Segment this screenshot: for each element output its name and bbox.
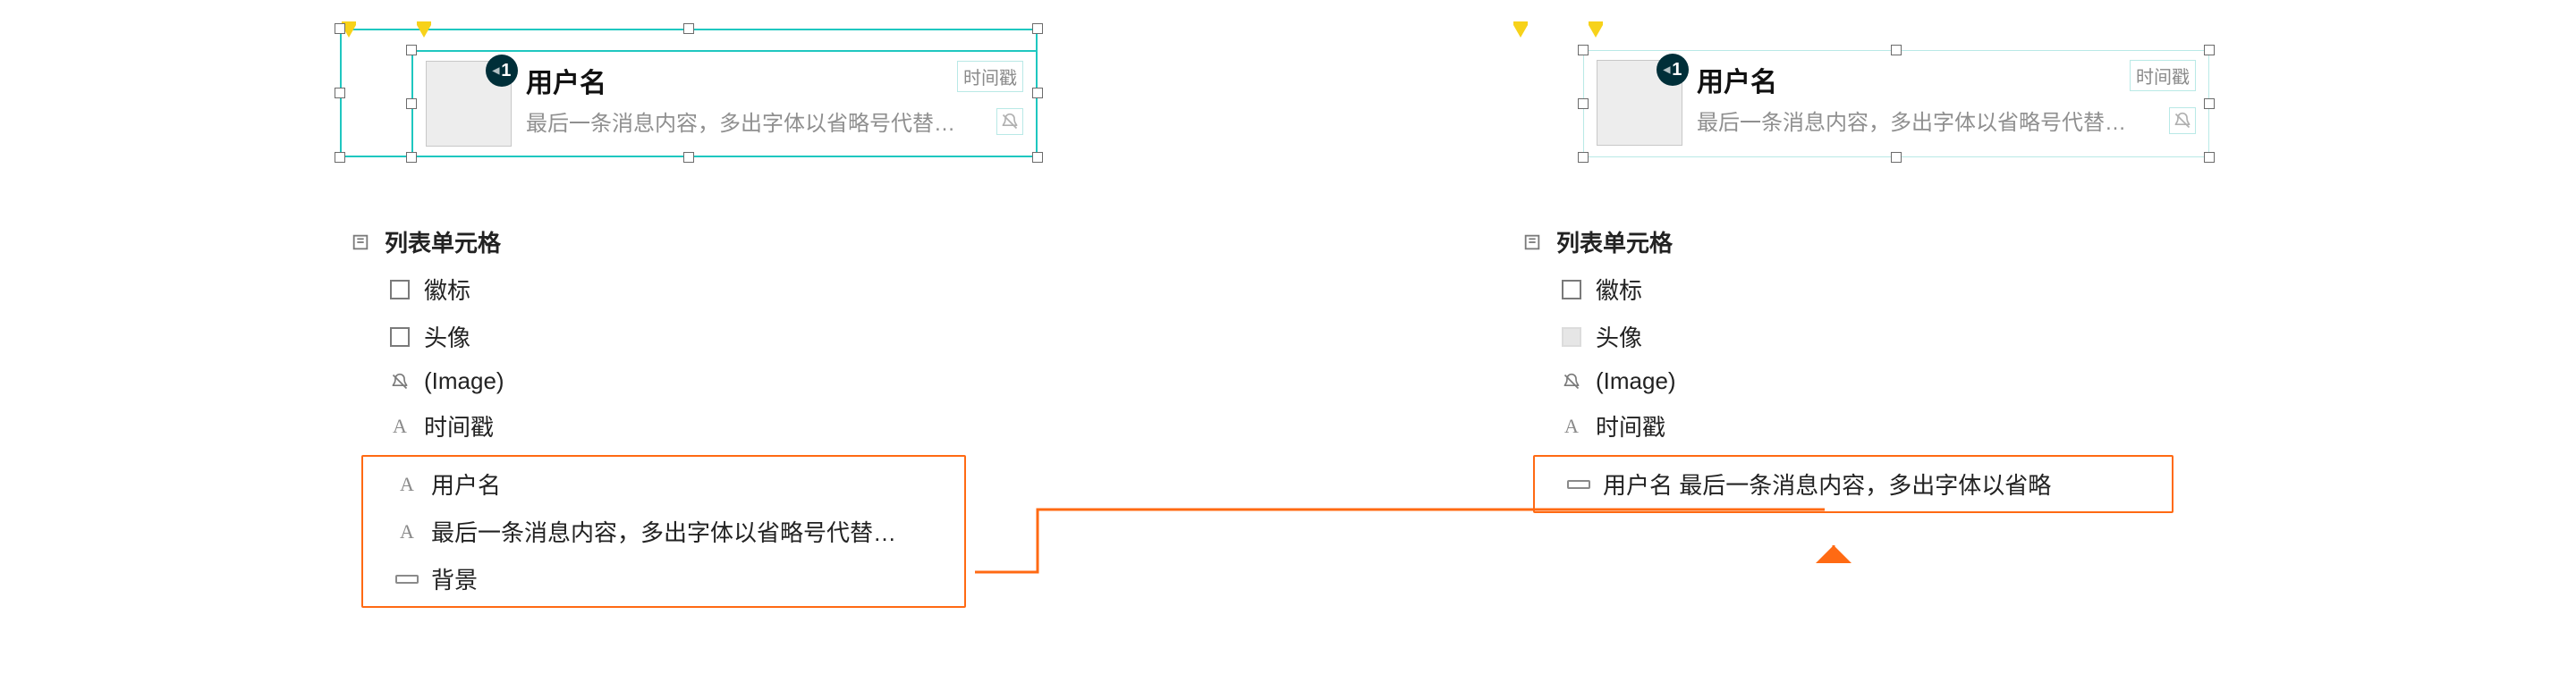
resize-handle[interactable] [406,98,417,109]
layer-type-icon [395,568,419,591]
resize-handle[interactable] [1891,45,1902,55]
timestamp-label[interactable]: 时间戳 [957,61,1023,92]
layer-tree-right: 列表单元格 徽标头像 (Image) A 时间戳 用户名 最后一条消息内容，多出字体以… [1512,218,2174,513]
unread-badge: 1 [486,55,518,87]
last-message-label[interactable]: 最后一条消息内容，多出字体以省略号代替… [526,105,989,137]
layer-row[interactable]: (Image) [1512,360,2174,402]
layer-row[interactable]: A 用户名 [369,460,959,508]
username-label[interactable]: 用户名 [1697,60,1777,99]
layer-row[interactable]: A 时间戳 [340,402,966,450]
resize-handle[interactable] [1578,98,1589,109]
list-cell[interactable]: 1 用户名 时间戳 最后一条消息内容，多出字体以省略号代替… [411,50,1038,157]
unread-badge: 1 [1657,54,1689,86]
transform-arrow [966,501,1878,644]
layer-label: 最后一条消息内容，多出字体以省略号代替… [431,515,896,548]
layer-row[interactable]: 头像 [340,313,966,360]
mute-icon[interactable] [996,108,1023,135]
list-cell-canvas-left[interactable]: 1 用户名 时间戳 最后一条消息内容，多出字体以省略号代替… [340,29,1038,157]
layer-type-icon: A [1560,415,1583,438]
resize-handle[interactable] [1032,152,1043,163]
merged-layer-label: 用户名 最后一条消息内容，多出字体以省略 [1603,468,2051,501]
mute-icon[interactable] [2169,107,2196,134]
layer-label: 背景 [431,562,478,595]
layer-type-icon [1560,278,1583,301]
layer-root-label: 列表单元格 [385,225,501,258]
last-message-label[interactable]: 最后一条消息内容，多出字体以省略号代替… [1697,105,2162,136]
resize-handle[interactable] [1891,152,1902,163]
layer-label: (Image) [1596,367,1676,395]
layer-row[interactable]: 背景 [369,555,959,602]
rect-layer-icon [1567,473,1590,496]
resize-handle[interactable] [683,23,694,34]
highlighted-layer-group-before[interactable]: A 用户名 A 最后一条消息内容，多出字体以省略号代替… 背景 [361,455,966,608]
badge-count: 1 [1672,60,1682,80]
username-label[interactable]: 用户名 [526,61,606,100]
layer-row[interactable]: A 最后一条消息内容，多出字体以省略号代替… [369,508,959,555]
layer-row[interactable]: 徽标 [1512,265,2174,313]
layer-tree-left: 列表单元格 徽标头像 (Image) A 时间戳 A 用户名 A 最后一条消息内容，多出字体… [340,218,966,608]
resize-handle[interactable] [1578,45,1589,55]
resize-handle[interactable] [683,152,694,163]
layer-label: 徽标 [424,273,470,306]
artboard-icon [1521,231,1544,254]
cell-text-block: 用户名 时间戳 最后一条消息内容，多出字体以省略号代替… [526,52,1036,137]
resize-handle[interactable] [2204,45,2215,55]
layer-root-label: 列表单元格 [1556,225,1673,258]
layer-type-icon [1560,370,1583,393]
layer-label: 时间戳 [424,409,494,442]
stage-before: 1 用户名 时间戳 最后一条消息内容，多出字体以省略号代替… [340,29,1038,608]
layer-type-icon [1560,325,1583,349]
timestamp-label[interactable]: 时间戳 [2130,60,2196,91]
layer-type-icon [388,325,411,349]
layer-label: 用户名 [431,468,501,501]
anchor-pin-icon [1513,25,1528,38]
resize-handle[interactable] [335,152,345,163]
layer-label: 头像 [1596,320,1642,353]
layer-label: (Image) [424,367,504,395]
artboard-icon [349,231,372,254]
resize-handle[interactable] [406,45,417,55]
layer-row[interactable]: A 时间戳 [1512,402,2174,450]
layer-label: 头像 [424,320,470,353]
layer-row[interactable]: 徽标 [340,265,966,313]
cell-text-block: 用户名 时间戳 最后一条消息内容，多出字体以省略号代替… [1697,51,2208,136]
layer-type-icon [388,370,411,393]
resize-handle[interactable] [2204,152,2215,163]
layer-type-icon: A [395,473,419,496]
layer-label: 时间戳 [1596,409,1665,442]
highlighted-layer-group-after[interactable]: 用户名 最后一条消息内容，多出字体以省略 [1533,455,2174,513]
anchor-pin-icon [417,25,431,38]
layer-label: 徽标 [1596,273,1642,306]
layer-root[interactable]: 列表单元格 [1512,218,2174,265]
layer-type-icon: A [388,415,411,438]
layer-type-icon [388,278,411,301]
resize-handle[interactable] [1032,88,1043,98]
resize-handle[interactable] [335,88,345,98]
list-cell[interactable]: 1 用户名 时间戳 最后一条消息内容，多出字体以省略号代替… [1583,50,2209,157]
resize-handle[interactable] [406,152,417,163]
stage-after: 1 用户名 时间戳 最后一条消息内容，多出字体以省略号代替… [1512,29,2209,513]
resize-handle[interactable] [1578,152,1589,163]
avatar-placeholder[interactable]: 1 [1597,60,1682,146]
avatar-placeholder[interactable]: 1 [426,61,512,147]
badge-count: 1 [501,61,511,81]
layer-row[interactable]: 头像 [1512,313,2174,360]
layer-type-icon: A [395,520,419,543]
layer-row[interactable]: (Image) [340,360,966,402]
list-cell-canvas-right[interactable]: 1 用户名 时间戳 最后一条消息内容，多出字体以省略号代替… [1512,29,2209,157]
layer-root[interactable]: 列表单元格 [340,218,966,265]
resize-handle[interactable] [2204,98,2215,109]
resize-handle[interactable] [335,23,345,34]
anchor-pin-icon [1589,25,1603,38]
resize-handle[interactable] [1032,23,1043,34]
